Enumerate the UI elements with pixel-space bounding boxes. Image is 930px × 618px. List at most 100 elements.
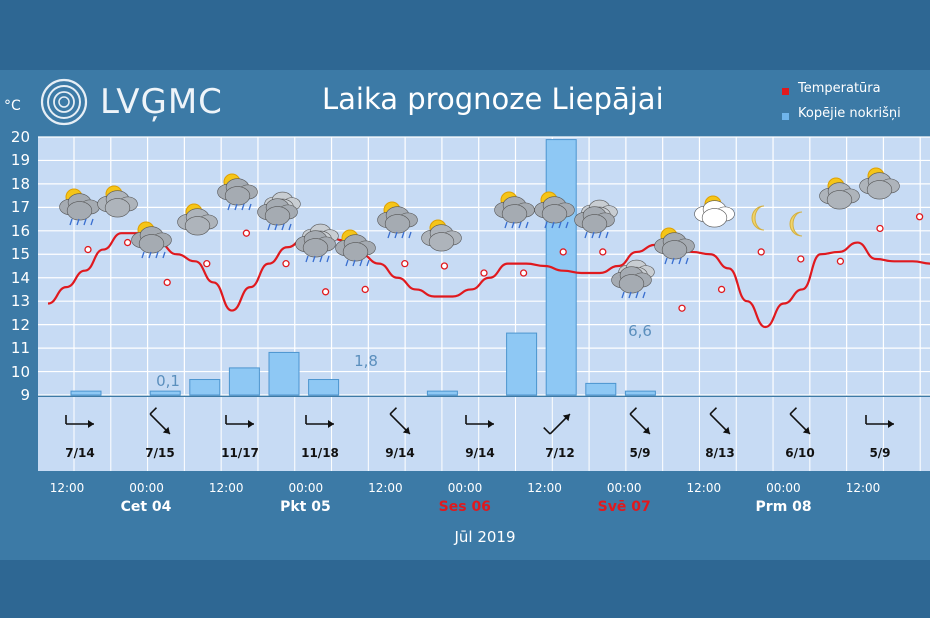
rain-cloud-icon — [574, 199, 618, 239]
partly-cloudy-rain-icon — [59, 188, 100, 226]
day-label: Cet 04 — [120, 499, 172, 515]
wind-speed-label: 8/13 — [705, 446, 735, 460]
precipitation-bar — [308, 379, 340, 396]
temperature-point — [599, 248, 607, 256]
partly-cloudy-rain-icon — [335, 229, 376, 267]
page-title: Laika prognoze Liepājai — [322, 82, 664, 116]
legend-precipitation-swatch — [782, 113, 789, 120]
y-tick-label: 16 — [10, 221, 30, 240]
lvgmc-logo-icon — [40, 78, 88, 126]
y-tick-label: 9 — [20, 386, 30, 404]
wind-speed-label: 6/10 — [785, 446, 815, 460]
temperature-point — [282, 260, 290, 268]
precipitation-bar — [506, 332, 538, 396]
y-tick-label: 12 — [10, 315, 30, 334]
wind-speed-label: 7/14 — [65, 446, 95, 460]
y-unit-label: °C — [4, 98, 21, 114]
precipitation-bar — [189, 379, 221, 396]
temperature-point — [203, 260, 211, 268]
wind-speed-label: 7/12 — [545, 446, 575, 460]
wind-speed-label: 5/9 — [629, 446, 651, 460]
partly-cloudy-rain-icon — [131, 221, 172, 259]
cloud-sun-icon — [859, 167, 900, 200]
wind-arrow-icon — [465, 415, 494, 428]
y-tick-label: 14 — [10, 268, 30, 287]
temperature-point — [401, 260, 409, 268]
wind-speed-label: 11/17 — [221, 446, 259, 460]
time-tick-label: 00:00 — [288, 481, 324, 495]
wind-arrow-icon — [305, 415, 334, 428]
temperature-point — [163, 278, 171, 287]
precipitation-value-label: 0,1 — [156, 372, 180, 390]
cloud-sun-icon — [177, 203, 218, 236]
time-tick-label: 12:00 — [686, 481, 722, 495]
cloud-sun-icon — [97, 185, 138, 218]
wind-speed-label: 7/15 — [145, 446, 175, 460]
day-label: Pkt 05 — [280, 499, 331, 515]
wind-speed-label: 9/14 — [465, 446, 495, 460]
temperature-point — [757, 248, 765, 256]
partly-cloudy-rain-icon — [377, 201, 418, 239]
legend-temperature-swatch — [782, 88, 789, 95]
day-label: Prm 08 — [755, 499, 812, 515]
temperature-line — [47, 232, 930, 329]
plot-area — [38, 137, 930, 395]
wind-arrow-icon — [709, 407, 731, 435]
temperature-point — [321, 288, 330, 296]
y-tick-label: 15 — [10, 245, 30, 264]
precipitation-bar — [268, 351, 300, 396]
temperature-point — [836, 257, 845, 265]
legend-precipitation: Kopējie nokrišņi — [798, 106, 901, 121]
time-tick-label: 12:00 — [208, 481, 244, 495]
temperature-point — [480, 269, 488, 277]
cloud-sun-icon — [819, 177, 860, 210]
wind-arrow-icon — [865, 415, 894, 428]
precipitation-bar — [426, 390, 458, 396]
time-tick-label: 00:00 — [606, 481, 642, 495]
y-tick-label: 20 — [10, 128, 30, 146]
time-tick-label: 12:00 — [368, 481, 403, 495]
time-tick-label: 00:00 — [766, 481, 801, 495]
day-label: Ses 06 — [438, 499, 491, 515]
wind-arrow-icon — [389, 407, 411, 435]
temperature-point — [876, 224, 884, 233]
precipitation-bar — [624, 390, 656, 396]
partly-cloudy-rain-icon — [654, 227, 695, 265]
temperature-point — [519, 269, 528, 277]
moon-icon — [751, 205, 765, 231]
precipitation-bar — [70, 390, 102, 396]
partly-cloudy-rain-icon — [494, 191, 535, 229]
wind-arrow-icon — [629, 407, 651, 435]
rain-cloud-icon — [611, 259, 655, 299]
partly-cloudy-icon — [694, 195, 735, 228]
cloud-sun-icon — [421, 219, 462, 252]
precipitation-bar — [585, 382, 617, 396]
wind-arrow-icon — [225, 415, 254, 428]
temperature-point — [361, 285, 369, 294]
rain-cloud-icon — [295, 223, 339, 263]
wind-arrow-icon — [149, 407, 171, 435]
wind-speed-label: 5/9 — [869, 446, 891, 460]
temperature-point — [440, 262, 449, 270]
wind-area — [38, 397, 930, 471]
month-label: Jūl 2019 — [454, 528, 516, 546]
wind-arrow-icon — [789, 407, 811, 435]
moon-icon — [789, 211, 803, 237]
temperature-point — [123, 238, 132, 247]
time-tick-label: 12:00 — [527, 481, 562, 495]
time-tick-label: 12:00 — [845, 481, 881, 495]
day-label: Svē 07 — [597, 499, 651, 515]
time-tick-label: 12:00 — [49, 481, 85, 495]
wind-speed-label: 9/14 — [385, 446, 415, 460]
temperature-point — [242, 229, 251, 237]
wind-arrow-icon — [543, 413, 571, 435]
time-tick-label: 00:00 — [129, 481, 164, 495]
time-tick-label: 00:00 — [447, 481, 483, 495]
temperature-point — [915, 213, 924, 221]
temperature-point — [559, 248, 567, 256]
wind-arrow-icon — [65, 415, 94, 428]
rain-cloud-icon — [257, 191, 301, 231]
temperature-point — [84, 245, 92, 254]
precipitation-bar — [149, 390, 181, 396]
logo-text: LVĢMC — [100, 82, 223, 122]
